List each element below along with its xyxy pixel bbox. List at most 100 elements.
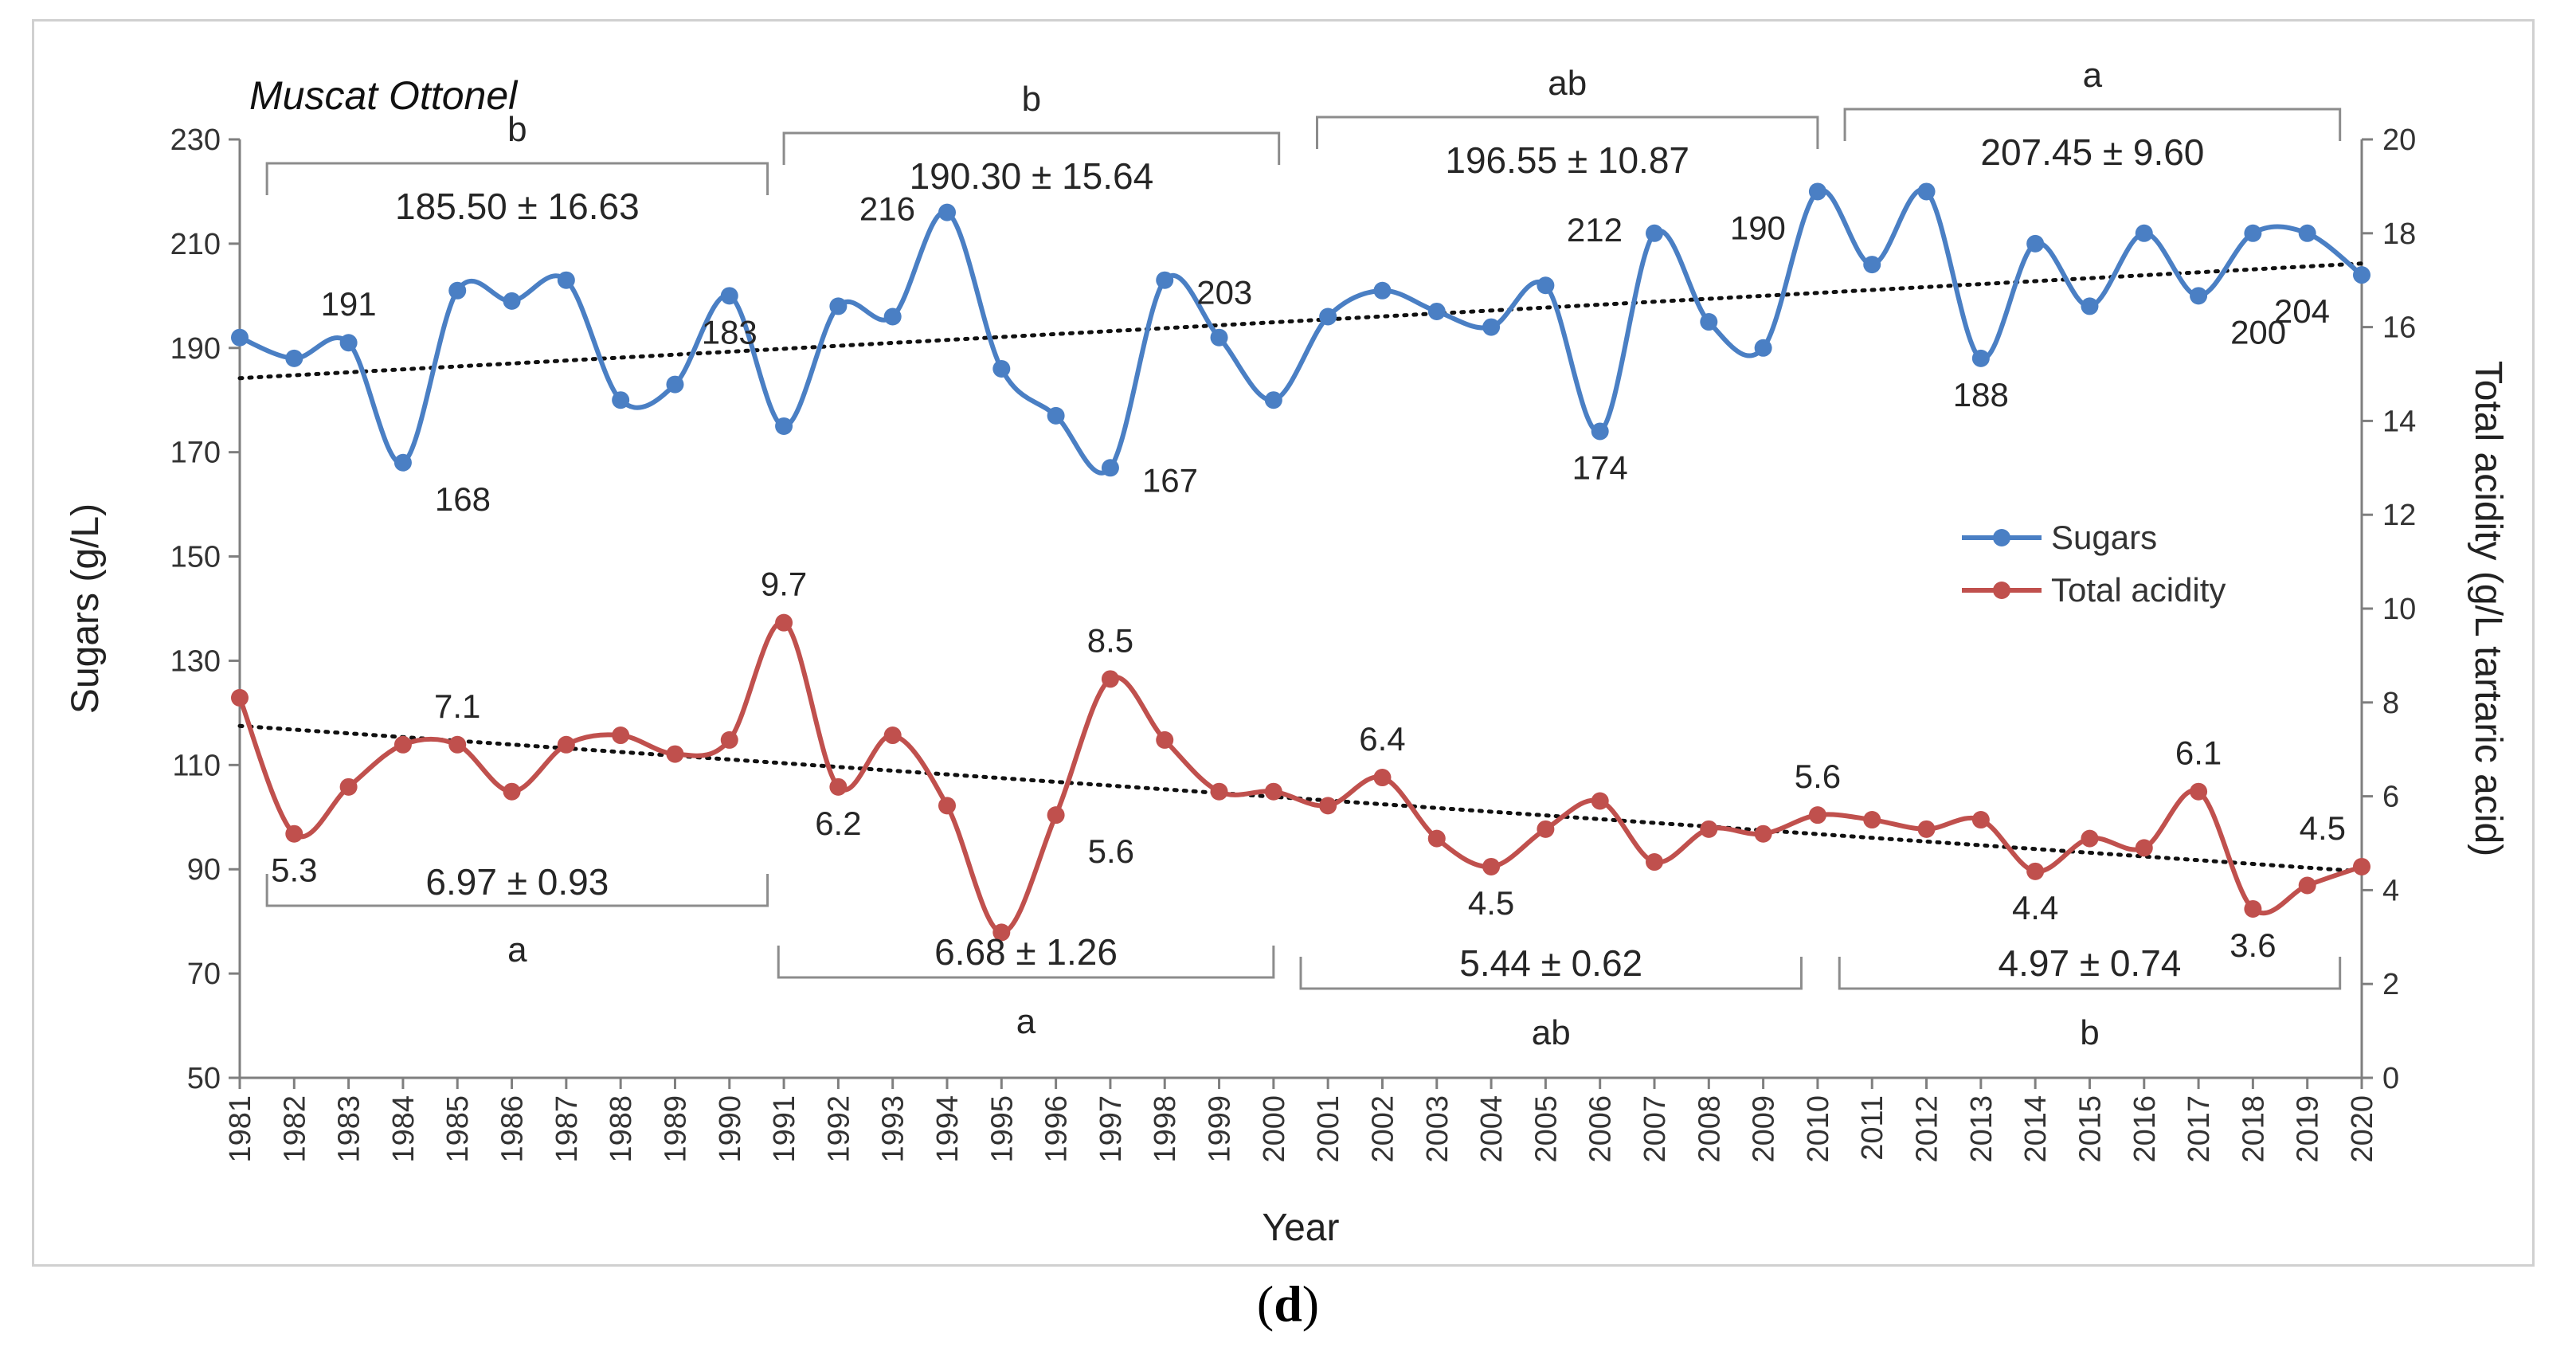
x-tick-label: 1992 <box>822 1095 855 1163</box>
acidity-data-point <box>883 727 902 745</box>
sugars-period-bracket <box>265 162 769 195</box>
acidity-period-bracket <box>1838 957 2342 990</box>
sugars-data-point <box>1264 391 1282 409</box>
sugars-data-point <box>1754 339 1772 357</box>
x-tick-label: 2013 <box>1965 1095 1999 1163</box>
x-tick-label: 1985 <box>441 1095 475 1163</box>
acidity-period-letter: a <box>507 930 527 969</box>
y2-tick-label: 10 <box>2382 593 2416 626</box>
acidity-period-letter: a <box>1016 1002 1036 1041</box>
x-tick-label: 1981 <box>224 1095 257 1163</box>
sugars-data-point <box>1917 182 1936 201</box>
sugars-data-point <box>1156 271 1174 289</box>
legend-sugars-label: Sugars <box>2051 519 2157 556</box>
acidity-data-point <box>1917 820 1936 838</box>
x-tick-label: 1999 <box>1204 1095 1237 1163</box>
sugars-period-stat: 190.30 ± 15.64 <box>910 155 1154 197</box>
acidity-data-point <box>448 735 467 754</box>
sugars-data-label: 188 <box>1953 376 2009 413</box>
acidity-data-point <box>1210 782 1228 801</box>
acidity-data-point <box>720 730 738 749</box>
acidity-period-letter: ab <box>1532 1013 1571 1052</box>
sugars-data-point <box>775 417 793 435</box>
x-tick-label: 1995 <box>985 1095 1019 1163</box>
sugars-data-point <box>557 271 575 289</box>
y2-tick-label: 16 <box>2382 311 2416 345</box>
sugars-data-label: 203 <box>1196 274 1252 311</box>
acidity-data-point <box>829 777 848 796</box>
acidity-period-stat: 6.97 ± 0.93 <box>425 861 609 903</box>
y-tick-label: 50 <box>187 1062 221 1095</box>
sugars-data-point <box>1863 256 1881 274</box>
sugars-data-label: 200 <box>2230 313 2286 351</box>
sugars-period-bracket <box>782 131 1281 165</box>
sugars-data-point <box>720 287 738 305</box>
sugars-data-label: 216 <box>859 190 915 228</box>
sugars-period-bracket <box>1843 108 2342 141</box>
x-tick-label: 1998 <box>1149 1095 1182 1163</box>
acidity-data-point <box>557 735 575 754</box>
x-tick-label: 1989 <box>659 1095 692 1163</box>
y-tick-label: 90 <box>187 853 221 887</box>
sugars-data-point <box>393 453 412 472</box>
sugars-data-point <box>2298 224 2316 242</box>
sugars-data-point <box>1319 307 1337 326</box>
sugars-data-point <box>1808 182 1826 201</box>
acidity-data-point <box>1700 820 1718 838</box>
acidity-data-point <box>1646 853 1663 871</box>
x-tick-label: 1987 <box>550 1095 584 1163</box>
x-tick-label: 2006 <box>1584 1095 1618 1163</box>
y-tick-label: 230 <box>170 123 221 157</box>
sugars-data-point <box>2353 266 2370 284</box>
x-tick-label: 2007 <box>1638 1095 1672 1163</box>
acidity-data-point <box>1264 782 1282 801</box>
acidity-data-point <box>2190 782 2208 801</box>
acidity-data-point <box>2353 857 2370 875</box>
panel-letter: d <box>1274 1275 1302 1332</box>
acidity-data-point <box>1537 820 1555 838</box>
x-tick-label: 1996 <box>1040 1095 1074 1163</box>
y2-axis-title: Total acidity (g/L tartaric acid) <box>2467 361 2509 856</box>
acidity-data-point <box>1808 806 1826 824</box>
acidity-data-point <box>1373 769 1392 787</box>
sugars-data-label: 204 <box>2274 292 2330 330</box>
acidity-data-label: 6.2 <box>815 805 861 842</box>
x-tick-label: 2004 <box>1475 1095 1509 1163</box>
legend-sugars-marker <box>1993 529 2010 546</box>
acidity-data-point <box>992 923 1011 942</box>
x-tick-label: 2020 <box>2346 1095 2379 1163</box>
acidity-series-line <box>237 620 2363 935</box>
sugars-period-letter: ab <box>1548 64 1587 103</box>
acidity-data-point <box>1319 797 1337 815</box>
panel-label: (d) <box>1256 1275 1320 1332</box>
acidity-data-point <box>1101 670 1119 688</box>
sugars-data-point <box>1427 302 1446 320</box>
acidity-data-point <box>393 735 412 754</box>
acidity-data-label: 5.6 <box>1088 832 1134 870</box>
acidity-period-bracket <box>1299 957 1803 990</box>
x-tick-label: 1988 <box>605 1095 638 1163</box>
acidity-period-stat: 4.97 ± 0.74 <box>1999 942 2182 984</box>
acidity-data-point <box>1971 811 1990 829</box>
sugars-period-stat: 185.50 ± 16.63 <box>395 186 640 227</box>
sugars-data-point <box>448 281 467 300</box>
y-tick-label: 150 <box>170 541 221 574</box>
x-tick-label: 2019 <box>2292 1095 2325 1163</box>
sugars-period-letter: a <box>2083 56 2103 95</box>
sugars-data-point <box>1482 318 1501 336</box>
sugars-period-letter: b <box>507 110 527 149</box>
acidity-period-bracket <box>777 946 1275 979</box>
sugars-data-label: 168 <box>435 480 491 518</box>
acidity-data-label: 5.3 <box>271 852 317 889</box>
x-tick-label: 2009 <box>1748 1095 1781 1163</box>
acidity-period-stat: 6.68 ± 1.26 <box>934 931 1118 973</box>
sugars-data-point <box>666 375 684 394</box>
sugars-data-point <box>1591 422 1609 441</box>
y2-tick-label: 0 <box>2382 1062 2399 1095</box>
acidity-data-label: 4.5 <box>1468 884 1514 922</box>
x-tick-label: 1986 <box>496 1095 530 1163</box>
sugars-data-point <box>1373 281 1392 300</box>
x-axis-title: Year <box>1263 1207 1340 1249</box>
sugars-data-point <box>1210 328 1228 347</box>
x-tick-label: 2001 <box>1312 1095 1345 1163</box>
